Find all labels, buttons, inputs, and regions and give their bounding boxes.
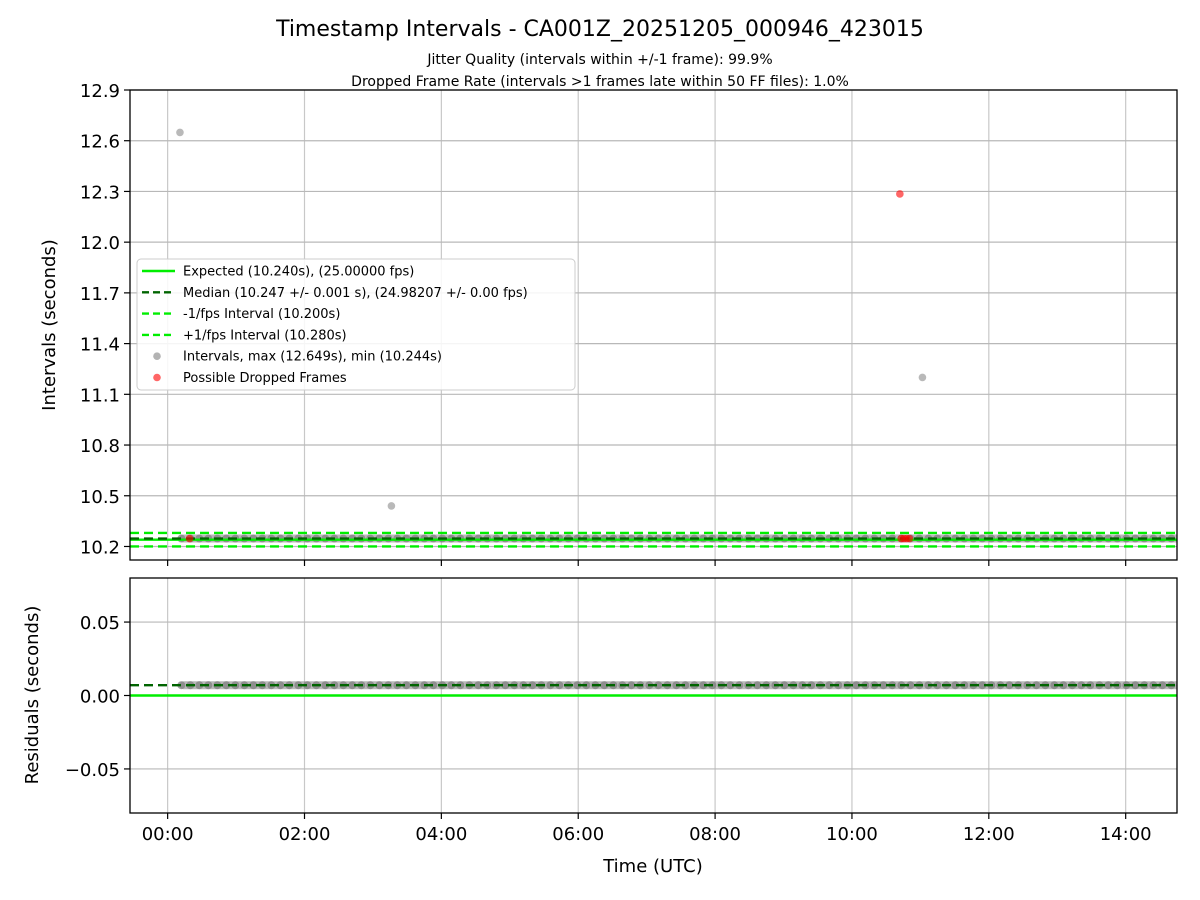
legend-entry-label: -1/fps Interval (10.200s)	[183, 307, 340, 322]
residuals-panel: 0.05 0.00 −0.05 00:00 02:00 04:00 06:00 08:00 10…	[65, 577, 1178, 845]
top-y-tick-label: 12.9	[80, 81, 120, 102]
top-frame	[129, 89, 1178, 561]
bottom-interval-point	[555, 681, 564, 690]
top-dropped-frame-point	[905, 534, 914, 543]
bottom-x-tick-label: 04:00	[415, 824, 467, 845]
top-dropped-frame-point	[185, 534, 194, 543]
bottom-interval-point	[753, 681, 762, 690]
bottom-interval-point	[852, 681, 861, 690]
chart-title: Timestamp Intervals - CA001Z_20251205_00…	[275, 17, 924, 42]
legend-swatch-marker	[153, 352, 161, 361]
bottom-interval-point	[501, 681, 510, 690]
bottom-interval-point	[978, 681, 987, 690]
legend-entry-label: +1/fps Interval (10.280s)	[183, 328, 347, 343]
x-axis-label: Time (UTC)	[602, 856, 703, 877]
bottom-interval-point	[1032, 681, 1041, 690]
bottom-x-tick-label: 10:00	[826, 824, 878, 845]
bottom-interval-point	[474, 681, 483, 690]
bottom-interval-point	[1059, 681, 1068, 690]
bottom-interval-point	[1104, 681, 1113, 690]
bottom-interval-point	[933, 681, 942, 690]
bottom-interval-point	[627, 681, 636, 690]
legend: Expected (10.240s), (25.00000 fps) Median…	[136, 258, 576, 391]
bottom-interval-point	[348, 681, 357, 690]
top-y-tick-label: 11.1	[80, 385, 120, 406]
bottom-interval-point	[825, 681, 834, 690]
bottom-interval-point	[600, 681, 609, 690]
bottom-interval-point	[780, 681, 789, 690]
bottom-interval-point	[1005, 681, 1014, 690]
bottom-x-tick-label: 08:00	[689, 824, 741, 845]
bottom-interval-point	[1131, 681, 1140, 690]
bottom-interval-point	[195, 681, 204, 690]
bottom-interval-point	[429, 681, 438, 690]
legend-entry-label: Possible Dropped Frames	[183, 371, 347, 386]
bottom-interval-point	[807, 681, 816, 690]
bottom-interval-point	[726, 681, 735, 690]
bottom-x-tick-label: 14:00	[1100, 824, 1152, 845]
bottom-interval-point	[402, 681, 411, 690]
legend-box	[136, 258, 576, 391]
top-y-tick-label: 10.2	[80, 537, 120, 558]
bottom-interval-point	[276, 681, 285, 690]
bottom-y-axis-label: Residuals (seconds)	[22, 606, 43, 785]
bottom-interval-point	[222, 681, 231, 690]
bottom-x-tick-label: 00:00	[142, 824, 194, 845]
bottom-interval-point	[1077, 681, 1086, 690]
bottom-interval-point	[321, 681, 330, 690]
bottom-interval-point	[177, 681, 186, 690]
bottom-interval-point	[573, 681, 582, 690]
bottom-interval-point	[879, 681, 888, 690]
bottom-interval-point	[528, 681, 537, 690]
chart-subtitle-dropped: Dropped Frame Rate (intervals >1 frames …	[351, 74, 849, 90]
bottom-interval-point	[906, 681, 915, 690]
bottom-interval-point	[699, 681, 708, 690]
bottom-interval-point	[303, 681, 312, 690]
legend-swatch-marker	[153, 373, 161, 382]
legend-entry-label: Expected (10.240s), (25.00000 fps)	[183, 265, 414, 280]
bottom-x-tick-label: 12:00	[963, 824, 1015, 845]
top-dropped-frame-point	[896, 190, 904, 198]
bottom-interval-point	[951, 681, 960, 690]
top-y-tick-label: 10.8	[80, 436, 120, 457]
bottom-interval-point	[375, 681, 384, 690]
bottom-y-tick-label: −0.05	[65, 760, 120, 781]
bottom-interval-point	[1158, 681, 1167, 690]
top-y-tick-label: 11.4	[80, 335, 120, 356]
top-interval-point	[918, 373, 927, 382]
chart-subtitle-jitter: Jitter Quality (intervals within +/-1 fr…	[426, 52, 772, 68]
top-interval-point	[387, 502, 396, 510]
top-y-tick-label: 10.5	[80, 487, 120, 508]
bottom-x-tick-label: 02:00	[279, 824, 331, 845]
legend-entry-label: Intervals, max (12.649s), min (10.244s)	[183, 350, 442, 365]
bottom-y-tick-label: 0.00	[80, 687, 120, 708]
bottom-y-tick-label: 0.05	[80, 613, 120, 634]
top-interval-point	[176, 128, 184, 137]
top-y-tick-label: 12.3	[80, 182, 120, 203]
top-plot-area	[130, 128, 1177, 548]
bottom-interval-point	[447, 681, 456, 690]
top-y-tick-label: 12.0	[80, 233, 120, 254]
top-y-tick-label: 11.7	[80, 284, 120, 305]
top-y-axis-label: Intervals (seconds)	[39, 239, 60, 411]
bottom-interval-point	[249, 681, 258, 690]
bottom-interval-point	[654, 681, 663, 690]
legend-entry-label: Median (10.247 +/- 0.001 s), (24.98207 +…	[183, 286, 528, 301]
bottom-plot-area	[130, 681, 1177, 697]
bottom-x-tick-label: 06:00	[552, 824, 604, 845]
bottom-interval-point	[681, 681, 690, 690]
top-y-tick-label: 12.6	[80, 132, 120, 153]
intervals-panel: 10.2 10.5 10.8 11.1 11.4 11.7 12.0 12.3 12.6 12.9	[80, 81, 1178, 566]
